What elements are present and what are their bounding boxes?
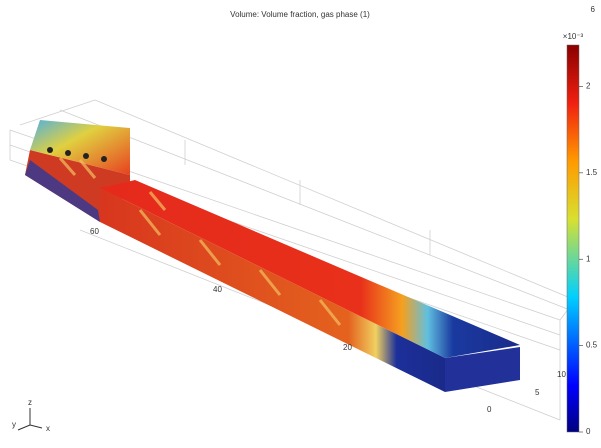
geometry (25, 120, 520, 392)
colorbar-tick-label: 0.5 (586, 341, 598, 350)
axis-label: 0 (487, 405, 492, 414)
colorbar-tick-label: 2 (586, 82, 591, 91)
colorbar-tick-label: 0 (586, 427, 591, 436)
triad-label: x (46, 424, 50, 433)
plot-view: Volume: Volume fraction, gas phase (1) 6… (0, 0, 601, 448)
axis-label: 60 (90, 227, 99, 236)
triad-label: z (28, 398, 32, 407)
axis-label: 20 (343, 343, 352, 352)
axis-label: 10 (557, 370, 566, 379)
axis-triad: y z x (12, 398, 50, 433)
corner-label: 6 (591, 5, 596, 14)
colorbar-tick-label: 1.5 (586, 168, 598, 177)
triad-label: y (12, 420, 16, 429)
colorbar-unit: ×10⁻³ (563, 32, 584, 41)
colorbar-tick-label: 1 (586, 254, 591, 263)
axis-label: 40 (213, 285, 222, 294)
axis-label: 5 (535, 388, 540, 397)
plot-title: Volume: Volume fraction, gas phase (1) (230, 10, 370, 19)
colorbar (567, 45, 579, 432)
